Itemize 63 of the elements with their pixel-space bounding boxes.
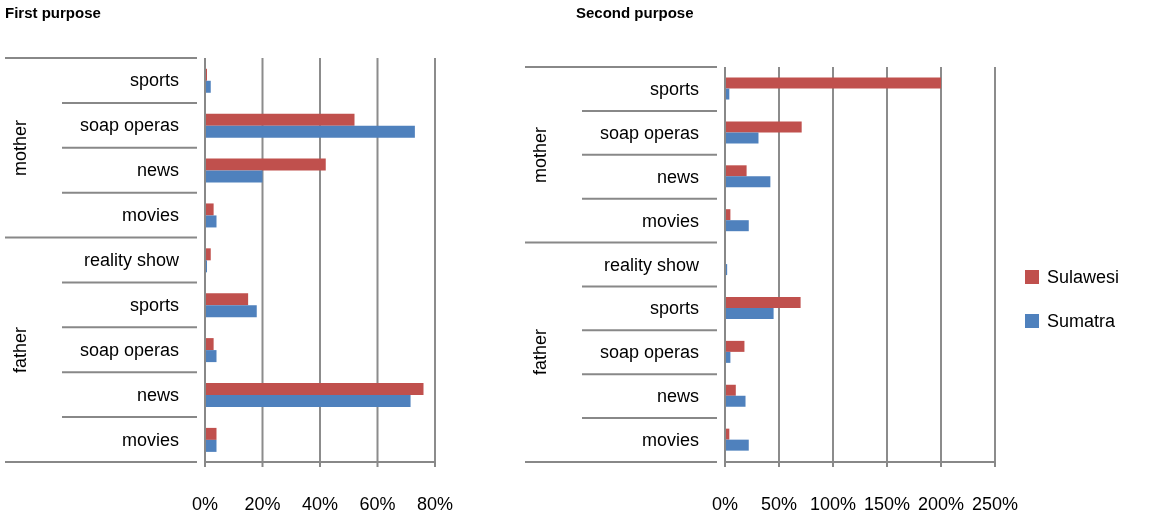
x-tick-label: 40% (301, 493, 339, 514)
y-tick-label: soap operas (79, 115, 179, 136)
bar (205, 350, 217, 363)
text: mother (529, 126, 551, 183)
y-tick-label: news (136, 384, 179, 405)
y-tick-label: sports (649, 78, 699, 99)
bar (205, 305, 257, 318)
bar (725, 165, 747, 177)
y-tick-label: sports (129, 294, 179, 315)
x-tick-label: 250% (971, 493, 1019, 514)
bar (205, 427, 217, 440)
y-tick-label: reality show (83, 250, 180, 270)
bar (725, 307, 774, 319)
bar (205, 395, 411, 407)
text: mother (9, 119, 31, 176)
y-tick-label: movies (121, 205, 179, 226)
x-tick-label: 0% (711, 493, 739, 514)
y-tick-label: news (656, 386, 699, 407)
text: First purpose (5, 4, 101, 21)
bar (205, 158, 326, 171)
bar (725, 121, 802, 133)
y-tick-label: sports (129, 70, 179, 91)
y-tick-label: soap operas (599, 122, 699, 143)
y-tick-label: news (656, 166, 699, 187)
legend-label: Sumatra (1047, 310, 1116, 332)
x-tick-label: 20% (244, 493, 281, 514)
x-tick-label: 80% (416, 493, 454, 514)
bar (205, 203, 214, 216)
x-tick-label: 150% (863, 493, 911, 514)
text: father (529, 329, 551, 376)
bar (725, 384, 736, 396)
x-tick-label: 50% (760, 493, 798, 514)
text: father (9, 326, 31, 373)
y-tick-label: movies (641, 210, 699, 231)
bar (725, 439, 749, 451)
y-tick-label: reality show (603, 254, 700, 275)
bar (725, 296, 801, 308)
bar (205, 338, 214, 351)
bar (205, 293, 249, 306)
y-tick-label: news (136, 160, 179, 181)
chart-title: Second purpose (576, 4, 694, 21)
bar (205, 439, 217, 452)
y-tick-label: soap operas (79, 339, 179, 360)
y-tick-label: soap operas (599, 342, 699, 363)
bar (205, 113, 355, 126)
bar (725, 132, 759, 144)
x-tick-label: 0% (191, 493, 219, 514)
bar (205, 215, 217, 228)
bar (205, 125, 415, 138)
y-tick-label: sports (649, 298, 699, 319)
x-tick-label: 100% (809, 493, 857, 514)
y-tick-label: movies (121, 429, 179, 450)
bar (205, 383, 424, 395)
bar (725, 340, 745, 352)
bar (725, 176, 771, 188)
x-tick-label: 60% (359, 493, 396, 514)
y-tick-label: movies (641, 430, 699, 451)
bar (725, 77, 941, 89)
bar (725, 220, 749, 232)
x-tick-label: 200% (917, 493, 965, 514)
bar (205, 170, 263, 183)
legend-label: Sulawesi (1047, 266, 1120, 288)
bar (725, 395, 746, 407)
